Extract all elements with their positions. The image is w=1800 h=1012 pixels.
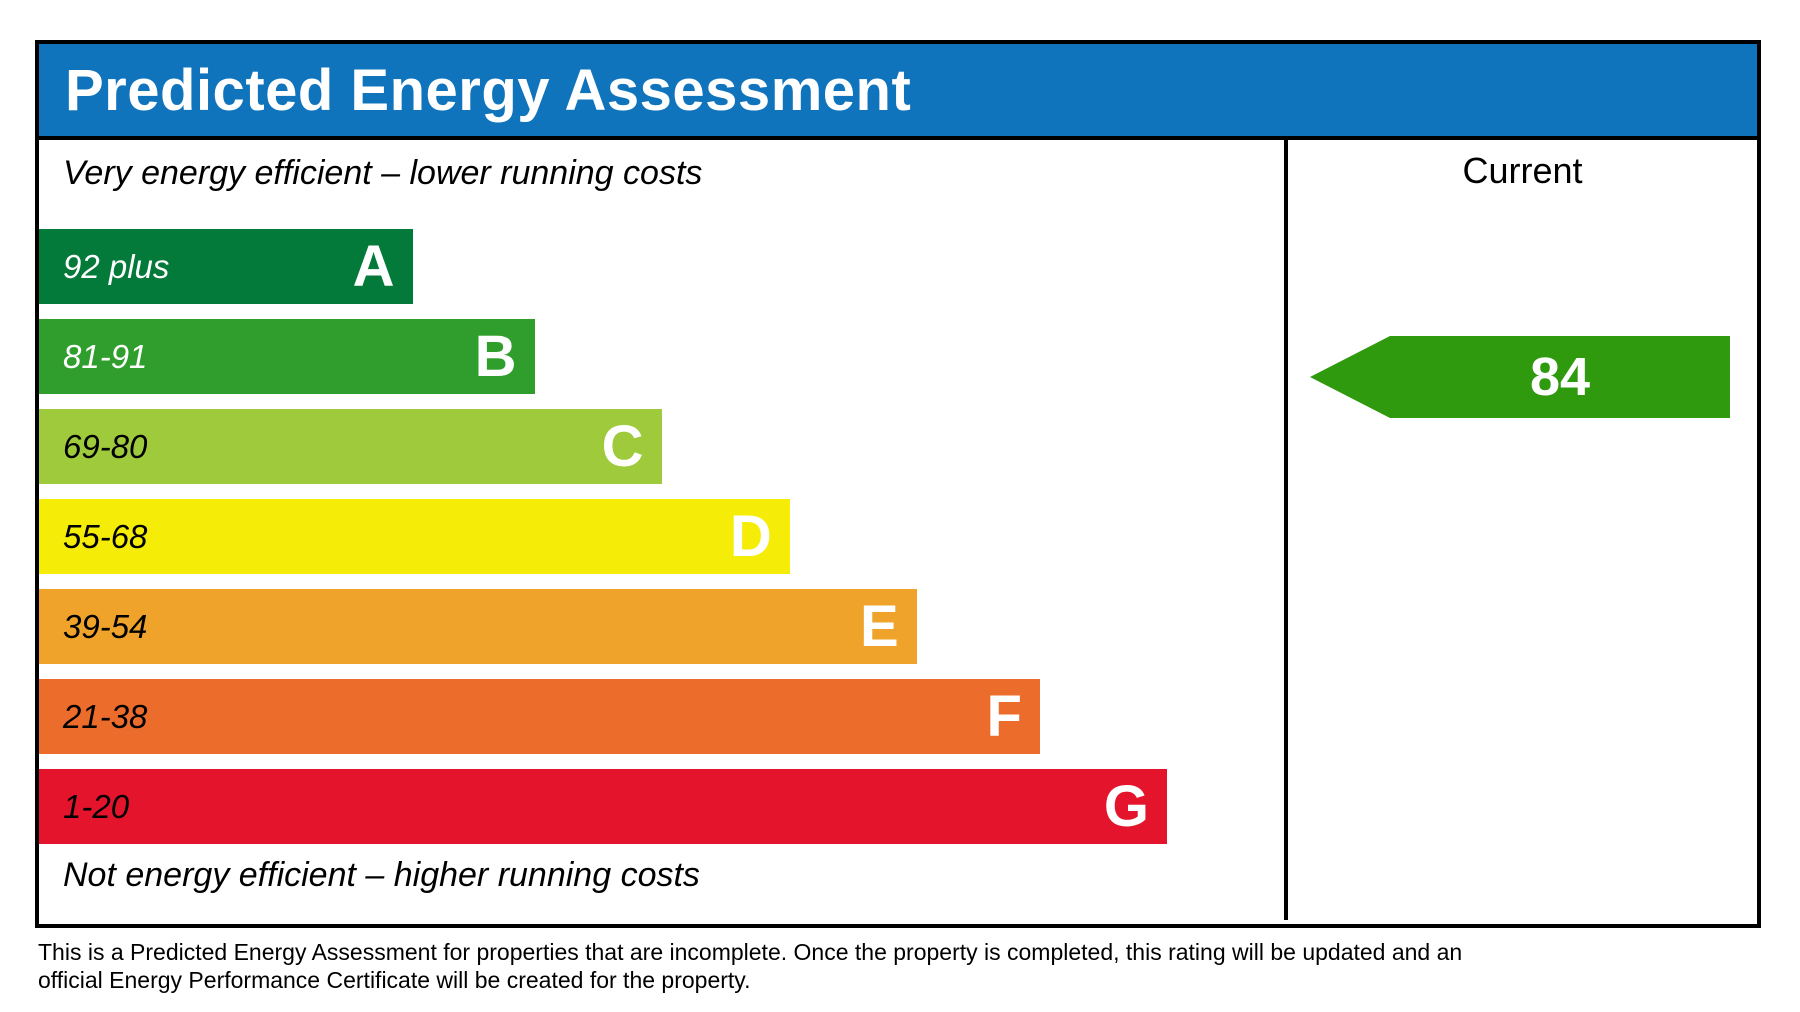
rating-chart: Very energy efficient – lower running co… [39, 140, 1288, 920]
epc-band-row: 21-38 F [39, 679, 1284, 754]
band-range-label: 1-20 [63, 787, 130, 825]
band-range-label: 39-54 [63, 607, 148, 645]
epc-band-bar: 92 plus A [39, 229, 413, 304]
band-range-label: 92 plus [63, 247, 170, 285]
current-column-header: Current [1462, 150, 1583, 191]
band-letter: A [352, 234, 395, 299]
band-letter: G [1103, 774, 1149, 839]
epc-band-bar: 1-20 G [39, 769, 1167, 844]
certificate-header: Predicted Energy Assessment [39, 44, 1757, 140]
epc-band-bar: 69-80 C [39, 409, 662, 484]
band-letter: D [729, 504, 772, 569]
epc-band-row: 69-80 C [39, 409, 1284, 484]
bottom-caption: Not energy efficient – higher running co… [63, 856, 700, 894]
epc-band-bar: 55-68 D [39, 499, 790, 574]
rating-bands: 92 plus A 81-91 B 69-80 C 55-68 D 39-54 … [39, 229, 1284, 859]
page-title: Predicted Energy Assessment [65, 57, 912, 123]
current-rating-panel: Current 84 [1288, 140, 1757, 920]
epc-band-bar: 81-91 B [39, 319, 535, 394]
epc-band-row: 92 plus A [39, 229, 1284, 304]
disclaimer-line-1: This is a Predicted Energy Assessment fo… [38, 939, 1463, 965]
disclaimer-text: This is a Predicted Energy Assessment fo… [38, 938, 1462, 994]
epc-band-row: 1-20 G [39, 769, 1284, 844]
epc-band-row: 55-68 D [39, 499, 1284, 574]
band-letter: F [986, 684, 1022, 749]
epc-band-bar: 21-38 F [39, 679, 1040, 754]
band-letter: B [474, 324, 517, 389]
band-letter: E [860, 594, 899, 659]
band-range-label: 69-80 [63, 427, 148, 465]
band-range-label: 21-38 [63, 697, 148, 735]
current-rating-value: 84 [1529, 347, 1591, 407]
certificate-body: Very energy efficient – lower running co… [39, 140, 1757, 920]
band-range-label: 55-68 [63, 517, 148, 555]
band-range-label: 81-91 [63, 337, 148, 375]
band-letter: C [601, 414, 644, 479]
current-rating-arrow: 84 [1310, 336, 1730, 418]
epc-band-row: 39-54 E [39, 589, 1284, 664]
disclaimer-line-2: official Energy Performance Certificate … [38, 967, 751, 993]
epc-band-bar: 39-54 E [39, 589, 917, 664]
epc-certificate: Predicted Energy Assessment Very energy … [35, 40, 1761, 928]
epc-band-row: 81-91 B [39, 319, 1284, 394]
top-caption: Very energy efficient – lower running co… [63, 154, 703, 192]
